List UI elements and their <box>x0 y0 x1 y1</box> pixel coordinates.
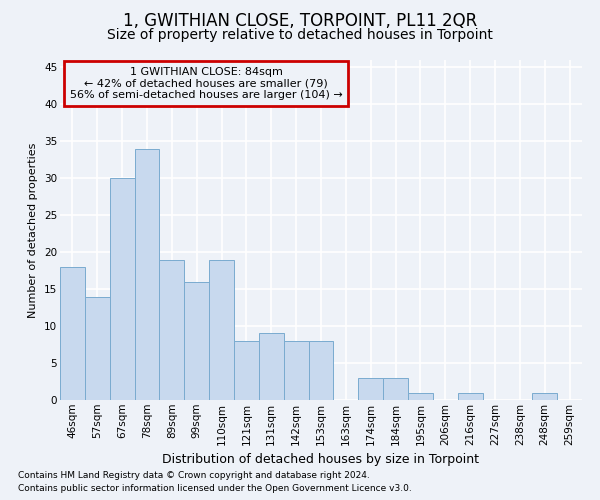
Text: 1 GWITHIAN CLOSE: 84sqm
← 42% of detached houses are smaller (79)
56% of semi-de: 1 GWITHIAN CLOSE: 84sqm ← 42% of detache… <box>70 67 343 100</box>
Bar <box>209 260 234 400</box>
Bar <box>308 341 334 400</box>
Bar <box>134 148 160 400</box>
Bar <box>110 178 134 400</box>
Bar <box>234 341 259 400</box>
Bar <box>184 282 209 400</box>
Y-axis label: Number of detached properties: Number of detached properties <box>28 142 38 318</box>
Bar <box>160 260 184 400</box>
Bar <box>284 341 308 400</box>
Text: Contains public sector information licensed under the Open Government Licence v3: Contains public sector information licen… <box>18 484 412 493</box>
Text: Size of property relative to detached houses in Torpoint: Size of property relative to detached ho… <box>107 28 493 42</box>
X-axis label: Distribution of detached houses by size in Torpoint: Distribution of detached houses by size … <box>163 453 479 466</box>
Bar <box>408 392 433 400</box>
Bar <box>85 296 110 400</box>
Bar <box>383 378 408 400</box>
Text: 1, GWITHIAN CLOSE, TORPOINT, PL11 2QR: 1, GWITHIAN CLOSE, TORPOINT, PL11 2QR <box>123 12 477 30</box>
Bar <box>458 392 482 400</box>
Text: Contains HM Land Registry data © Crown copyright and database right 2024.: Contains HM Land Registry data © Crown c… <box>18 470 370 480</box>
Bar <box>358 378 383 400</box>
Bar <box>60 267 85 400</box>
Bar <box>259 334 284 400</box>
Bar <box>532 392 557 400</box>
